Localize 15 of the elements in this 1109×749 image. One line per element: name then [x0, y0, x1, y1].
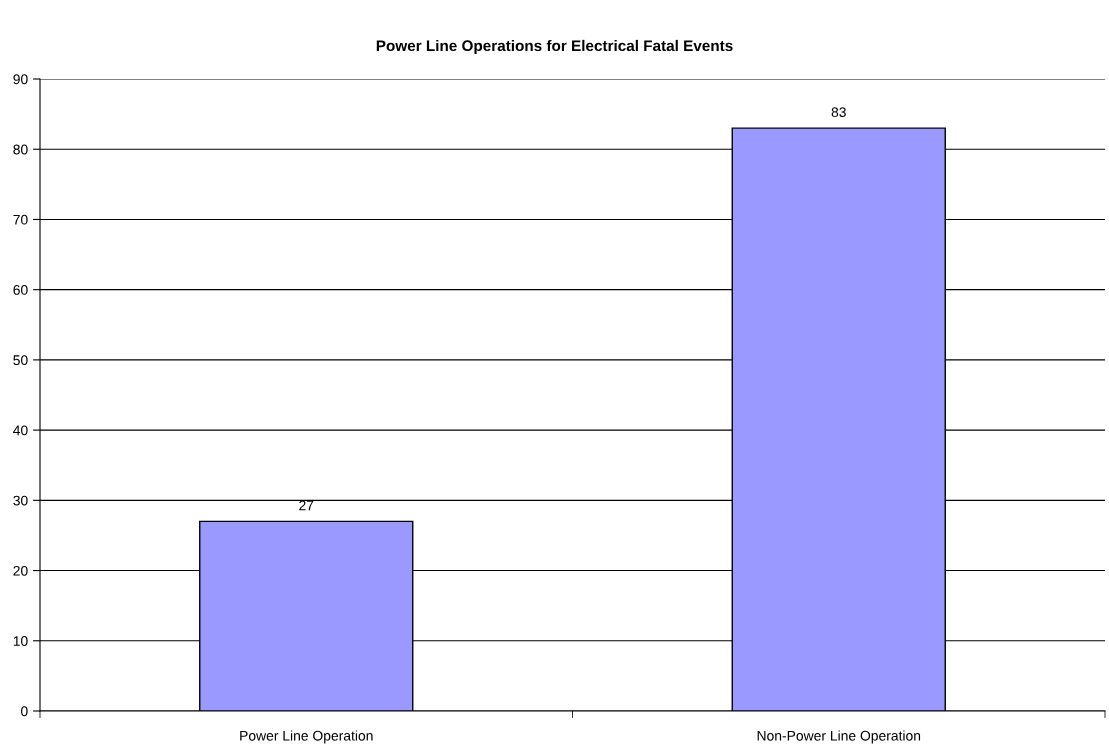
y-tick-label: 50: [13, 355, 28, 366]
y-tick-label: 80: [13, 144, 28, 155]
data-label: 83: [831, 107, 846, 118]
y-tick-label: 0: [21, 706, 28, 717]
chart-title: Power Line Operations for Electrical Fatal Events: [376, 39, 733, 55]
y-tick-label: 10: [13, 636, 28, 646]
y-tick-label: 90: [13, 74, 28, 85]
y-tick-label: 20: [13, 565, 28, 576]
y-tick-label: 40: [13, 425, 28, 436]
y-tick-label: 30: [13, 495, 28, 506]
x-tick-label: Power Line Operation: [240, 730, 373, 744]
data-label: 27: [299, 500, 314, 511]
x-tick-label: Non-Power Line Operation: [757, 730, 921, 744]
y-tick-label: 70: [13, 214, 28, 225]
y-tick-label: 60: [13, 285, 28, 295]
